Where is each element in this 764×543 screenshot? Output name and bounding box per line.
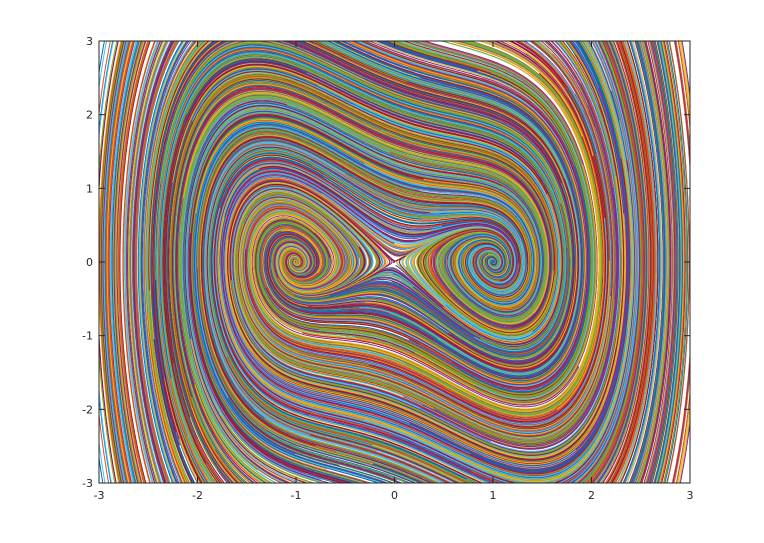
x-tick-label: 3 xyxy=(687,489,694,502)
streamlines-group xyxy=(86,17,700,508)
y-tick-label: -2 xyxy=(82,403,93,416)
y-tick-label: 1 xyxy=(86,182,93,195)
x-tick-label: -1 xyxy=(291,489,302,502)
x-tick-label: -2 xyxy=(192,489,203,502)
x-tick-label: 0 xyxy=(391,489,398,502)
y-tick-label: 2 xyxy=(86,109,93,122)
y-tick-label: 3 xyxy=(86,35,93,48)
x-tick-label: -3 xyxy=(94,489,105,502)
y-tick-label: -1 xyxy=(82,330,93,343)
y-tick-label: 0 xyxy=(86,256,93,269)
x-tick-label: 2 xyxy=(588,489,595,502)
x-tick-label: 1 xyxy=(490,489,497,502)
y-tick-label: -3 xyxy=(82,477,93,490)
